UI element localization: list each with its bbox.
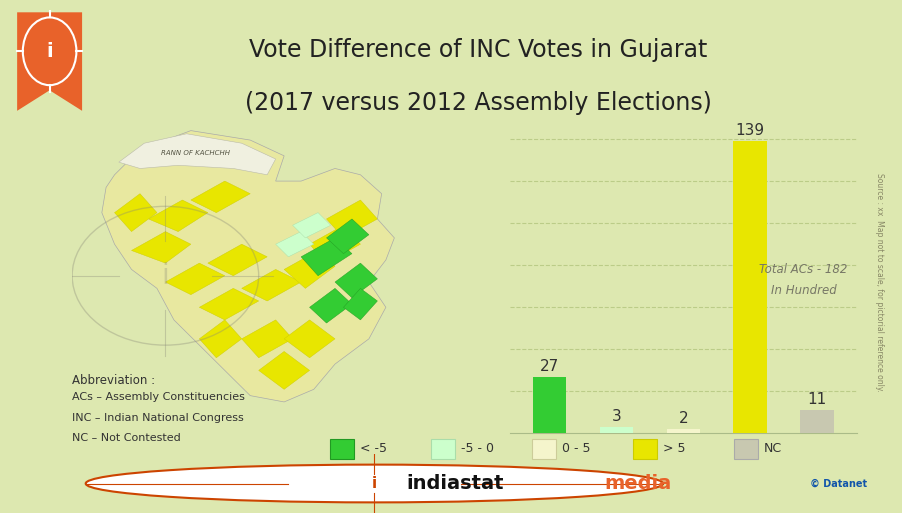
Polygon shape [191, 181, 250, 213]
Polygon shape [242, 320, 292, 358]
Text: INC – Indian National Congress: INC – Indian National Congress [72, 412, 244, 423]
Text: RANN OF KACHCHH: RANN OF KACHCHH [161, 150, 230, 155]
Bar [330, 439, 354, 459]
Text: Vote Difference of INC Votes in Gujarat: Vote Difference of INC Votes in Gujarat [249, 38, 707, 62]
Polygon shape [199, 288, 259, 320]
Bar [734, 439, 758, 459]
Polygon shape [309, 225, 361, 263]
Polygon shape [17, 12, 82, 111]
Bar [532, 439, 556, 459]
Polygon shape [301, 238, 352, 276]
Text: 2: 2 [678, 411, 688, 426]
Polygon shape [119, 134, 276, 175]
Bar [431, 439, 455, 459]
Polygon shape [132, 231, 191, 263]
Text: < -5: < -5 [360, 442, 387, 456]
Polygon shape [207, 244, 267, 276]
Bar [600, 427, 633, 433]
Polygon shape [309, 288, 352, 323]
Bar [800, 410, 833, 433]
Polygon shape [284, 250, 335, 288]
Text: i: i [161, 262, 170, 290]
Text: 27: 27 [540, 359, 559, 373]
Bar [667, 429, 700, 433]
Polygon shape [335, 263, 377, 298]
Polygon shape [276, 231, 314, 257]
Polygon shape [284, 320, 335, 358]
Text: 11: 11 [807, 392, 826, 407]
Polygon shape [102, 131, 394, 402]
Bar [633, 439, 657, 459]
Text: i: i [372, 476, 377, 491]
Bar [533, 377, 566, 433]
Polygon shape [242, 269, 301, 301]
Polygon shape [115, 194, 157, 231]
Text: media: media [604, 474, 672, 493]
Text: NC – Not Contested: NC – Not Contested [72, 433, 181, 443]
Polygon shape [344, 288, 377, 320]
Text: (2017 versus 2012 Assembly Elections): (2017 versus 2012 Assembly Elections) [244, 91, 712, 115]
Text: Abbreviation :: Abbreviation : [72, 374, 155, 387]
Text: 139: 139 [735, 123, 765, 138]
Bar [733, 141, 767, 433]
Text: Total ACs - 182: Total ACs - 182 [759, 263, 848, 276]
Polygon shape [259, 351, 309, 389]
Text: 0 - 5: 0 - 5 [562, 442, 591, 456]
Text: > 5: > 5 [663, 442, 686, 456]
Text: © Datanet: © Datanet [810, 479, 868, 488]
Circle shape [86, 465, 663, 502]
Text: ACs – Assembly Constituencies: ACs – Assembly Constituencies [72, 392, 245, 402]
Polygon shape [327, 219, 369, 253]
Polygon shape [149, 200, 207, 231]
Polygon shape [199, 320, 242, 358]
Polygon shape [165, 263, 225, 294]
Text: 3: 3 [612, 409, 621, 424]
Polygon shape [292, 213, 331, 238]
Text: -5 - 0: -5 - 0 [461, 442, 494, 456]
Text: In Hundred: In Hundred [770, 284, 836, 297]
Text: Source : xx  Map not to scale, for pictorial reference only.: Source : xx Map not to scale, for pictor… [875, 173, 884, 391]
Text: indiastat: indiastat [406, 474, 503, 493]
Text: i: i [46, 42, 53, 61]
Text: NC: NC [764, 442, 782, 456]
Polygon shape [327, 200, 377, 238]
